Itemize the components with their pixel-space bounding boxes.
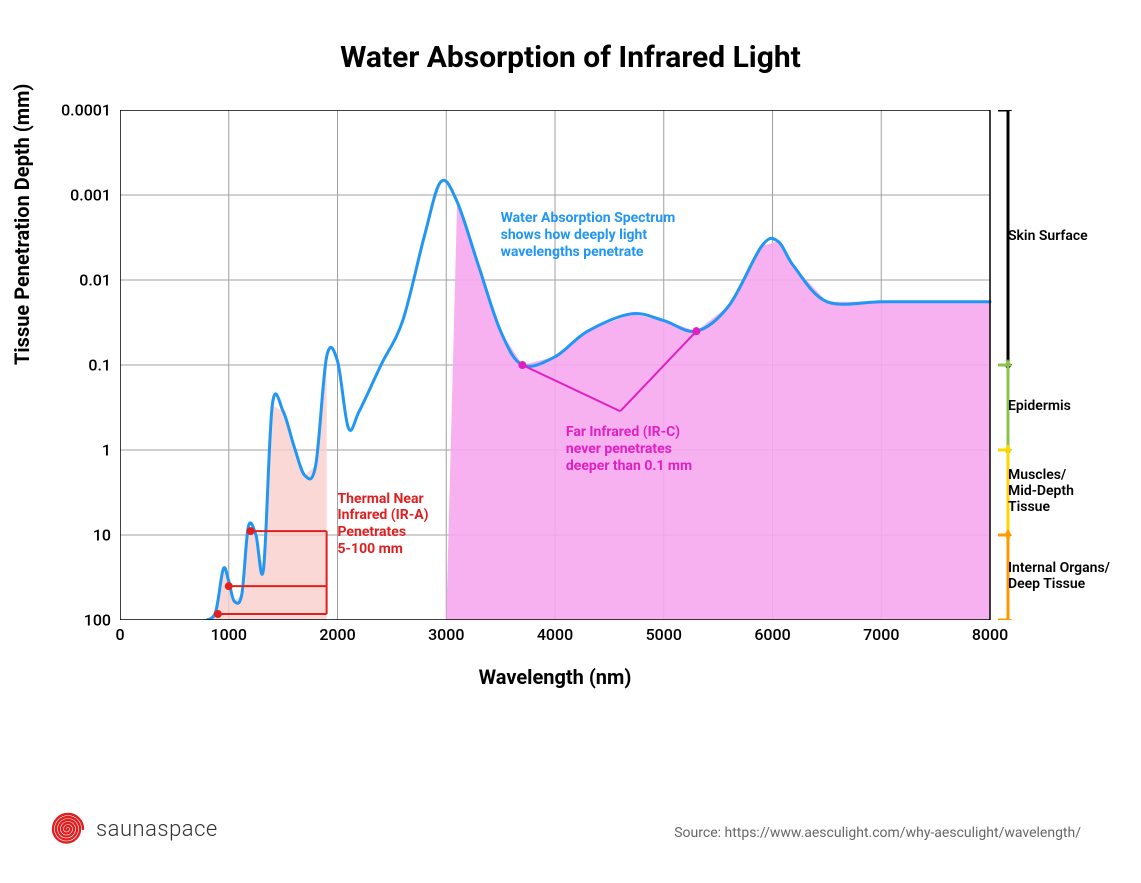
plot-svg — [120, 110, 1014, 620]
x-tick-label: 5000 — [646, 625, 682, 644]
y-tick-label: 1 — [31, 441, 111, 460]
y-tick-label: 100 — [31, 611, 111, 630]
x-tick-label: 6000 — [754, 625, 790, 644]
depth-band-label: Muscles/ Mid-Depth Tissue — [1008, 466, 1128, 514]
x-axis-label: Wavelength (nm) — [120, 665, 990, 689]
y-tick-label: 0.01 — [31, 271, 111, 290]
x-tick-label: 7000 — [863, 625, 899, 644]
x-tick-label: 1000 — [211, 625, 247, 644]
spiral-icon — [50, 811, 86, 847]
annotation-blue: Water Absorption Spectrum shows how deep… — [501, 210, 676, 260]
logo: saunaspace — [50, 811, 218, 847]
x-tick-label: 4000 — [537, 625, 573, 644]
y-tick-label: 0.0001 — [31, 101, 111, 120]
x-tick-label: 8000 — [972, 625, 1008, 644]
x-tick-label: 0 — [115, 625, 124, 644]
plot-area — [120, 110, 990, 620]
annotation-red: Thermal Near Infrared (IR-A) Penetrates … — [338, 491, 429, 558]
y-tick-label: 0.001 — [31, 186, 111, 205]
x-tick-label: 2000 — [319, 625, 355, 644]
depth-band-label: Internal Organs/ Deep Tissue — [1008, 559, 1128, 591]
annotation-magenta: Far Infrared (IR-C) never penetrates dee… — [566, 424, 692, 474]
depth-band-label: Skin Surface — [1008, 228, 1128, 244]
y-tick-label: 0.1 — [31, 356, 111, 375]
depth-band-label: Epidermis — [1008, 398, 1128, 414]
source-text: Source: https://www.aesculight.com/why-a… — [674, 825, 1081, 841]
y-tick-label: 10 — [31, 526, 111, 545]
y-axis-label: Tissue Penetration Depth (mm) — [10, 84, 34, 365]
chart-title: Water Absorption of Infrared Light — [0, 40, 1141, 75]
x-tick-label: 3000 — [428, 625, 464, 644]
chart-container: Water Absorption of Infrared Light Tissu… — [0, 0, 1141, 883]
footer: saunaspace Source: https://www.aesculigh… — [0, 787, 1141, 847]
logo-text: saunaspace — [96, 817, 218, 842]
